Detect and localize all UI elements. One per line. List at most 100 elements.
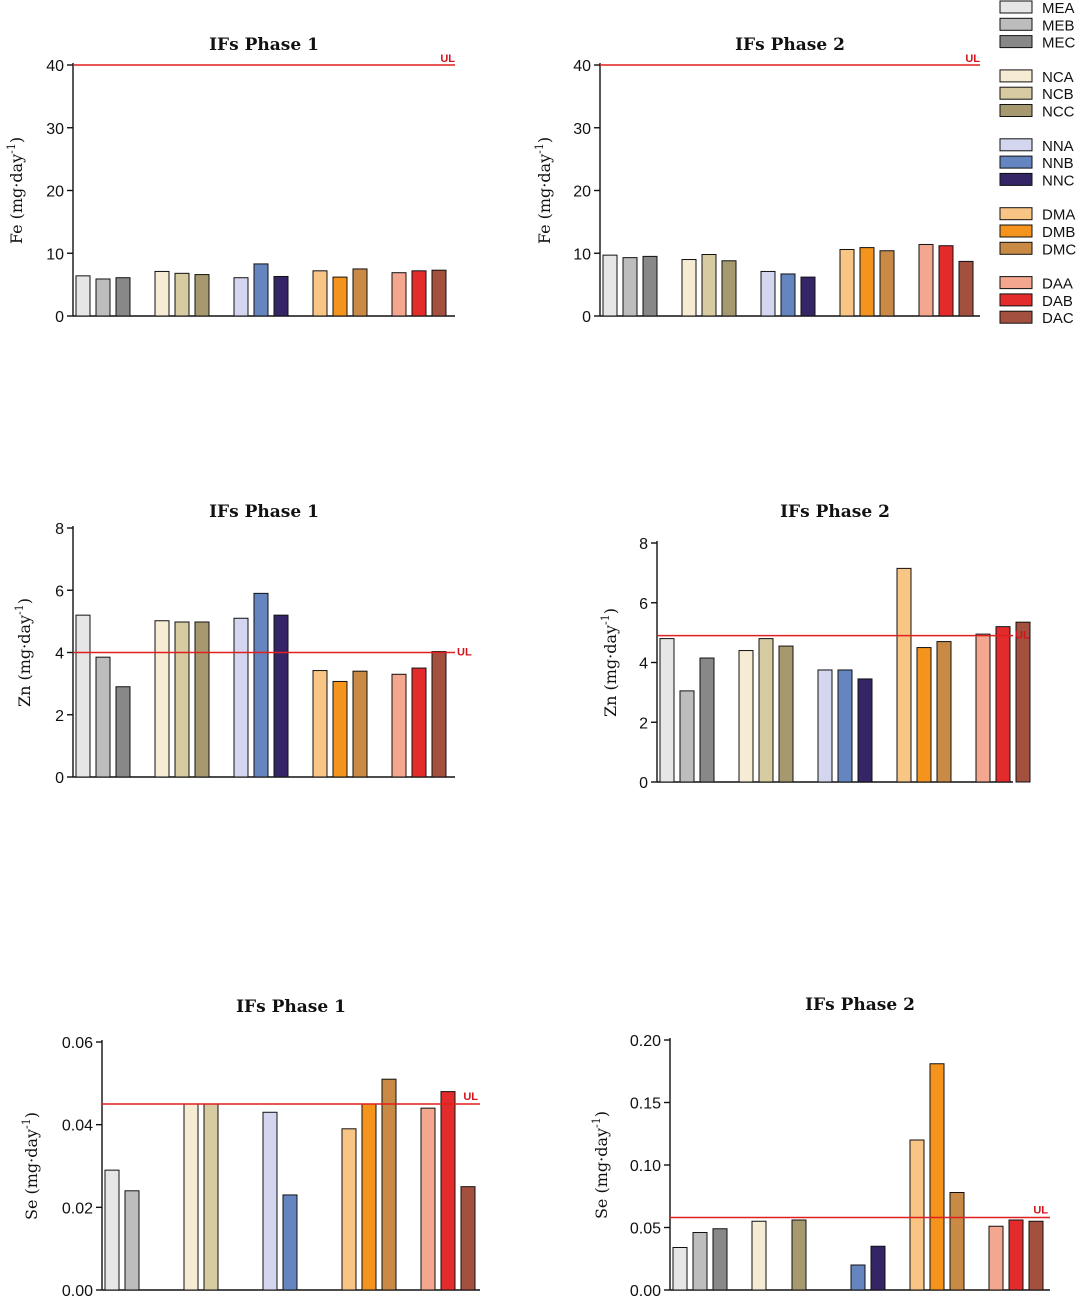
y-tick-label: 0 [582,309,591,326]
bar-ncb [203,1103,219,1291]
legend-swatch-mea [999,0,1033,14]
y-axis-label-exponent: -1 [599,614,612,625]
bar-dab [411,667,427,778]
y-axis-label: Se (mg·day-1) [20,1112,41,1220]
bar-dab [440,1091,456,1291]
bar-dmc [352,670,368,778]
ul-label: UL [463,1091,478,1103]
y-tick-label: 0 [55,309,64,326]
y-tick-label: 30 [573,121,591,138]
legend-label-dac: DAC [1042,310,1074,327]
bar-dma [909,1139,925,1291]
bar-mea [659,638,675,783]
ul-label: UL [1033,1205,1048,1217]
bar-nnb [780,273,796,317]
y-axis-label-exponent: -1 [5,143,18,154]
legend-swatch-ncb [999,86,1033,100]
ul-label: UL [965,53,980,65]
y-tick-label: 0 [639,775,648,792]
legend-swatch-dab [999,293,1033,307]
chart-zn-phase-2: IFs Phase 2 Zn (mg·day-1) 0 2 4 6 8 UL [599,502,1031,792]
chart-fe-phase-1: IFs Phase 1 Fe (mg·day-1) 0 10 20 30 40 UL [5,35,455,326]
bar-dac [1028,1220,1044,1291]
y-axis-label: Fe (mg·day-1) [5,137,26,244]
bar-dmb [332,276,348,317]
y-axis-label-exponent: -1 [533,143,546,154]
bar-nna [233,617,249,778]
bar-mec [115,686,131,778]
legend-swatch-dac [999,310,1033,324]
legend-swatch-ncc [999,104,1033,117]
legend-label-ncc: NCC [1042,104,1075,121]
y-axis-label-text: Zn (mg·day [601,625,620,717]
bar-nca [738,650,754,783]
y-axis-label-text: Se (mg·day [22,1129,41,1220]
legend-label-dmc: DMC [1042,241,1076,258]
bar-nca [751,1220,767,1291]
bar-dmb [859,247,875,317]
y-tick-label: 6 [639,596,648,613]
bar-ncc [194,621,210,778]
legend-swatch-dmc [999,241,1033,255]
legend-label-dmb: DMB [1042,224,1075,241]
legend-swatch-daa [999,276,1033,290]
bar-nnc [800,276,816,317]
ul-label: UL [1015,630,1030,642]
y-tick-label: 10 [573,246,591,263]
chart-title: IFs Phase 2 [735,35,845,55]
y-tick-label: 8 [55,521,64,538]
y-tick-label: 8 [639,536,648,553]
bar-nnb [850,1264,866,1291]
bar-mea [75,275,91,317]
y-axis-label: Se (mg·day-1) [590,1111,611,1219]
bar-daa [988,1225,1004,1291]
legend-label-mec: MEC [1042,35,1076,52]
bar-nnb [253,592,269,778]
legend-label-meb: MEB [1042,17,1075,34]
y-tick-label: 20 [46,184,64,201]
bar-daa [975,633,991,783]
bar-ncb [174,272,190,317]
bar-meb [124,1190,140,1291]
legend-swatch-nnc [999,172,1033,186]
ul-label: UL [440,53,455,65]
bar-meb [95,656,111,778]
bar-meb [679,690,695,783]
bar-nna [233,277,249,317]
y-tick-label: 4 [55,646,64,663]
y-axis-label-paren: ) [7,137,26,143]
bar-dmb [361,1103,377,1291]
bar-mec [642,255,658,317]
legend-label-nna: NNA [1042,138,1074,155]
bar-nnb [282,1194,298,1291]
bar-daa [391,272,407,317]
y-tick-label: 4 [639,656,648,673]
bar-mea [104,1169,120,1291]
bar-mec [712,1228,728,1291]
y-axis-label-paren: ) [535,137,554,143]
legend-swatch-nca [999,69,1033,83]
bar-nnc [870,1245,886,1291]
bar-dma [312,270,328,317]
bar-meb [95,278,111,317]
legend-label-ncb: NCB [1042,86,1074,103]
bar-dmc [879,250,895,317]
bar-nca [183,1103,199,1291]
y-tick-label: 0.05 [630,1221,661,1238]
y-axis-label-paren: ) [601,608,620,614]
y-tick-label: 0.10 [630,1158,661,1175]
legend: MEAMEBMECNCANCBNCCNNANNBNNCDMADMBDMCDAAD… [999,0,1076,327]
legend-label-nnb: NNB [1042,155,1074,172]
bar-dac [958,260,974,317]
y-axis-label-text: Fe (mg·day [535,154,554,244]
bar-dab [1008,1219,1024,1291]
bar-dmc [381,1078,397,1291]
chart-se-phase-2: IFs Phase 2 Se (mg·day-1) 0.00 0.05 0.10 0.15… [590,995,1050,1299]
bar-mea [602,254,618,317]
y-tick-label: 0.04 [62,1118,93,1135]
bar-ncc [791,1219,807,1291]
bar-dma [341,1128,357,1291]
y-axis-label-exponent: -1 [590,1117,603,1128]
bar-dac [431,269,447,317]
